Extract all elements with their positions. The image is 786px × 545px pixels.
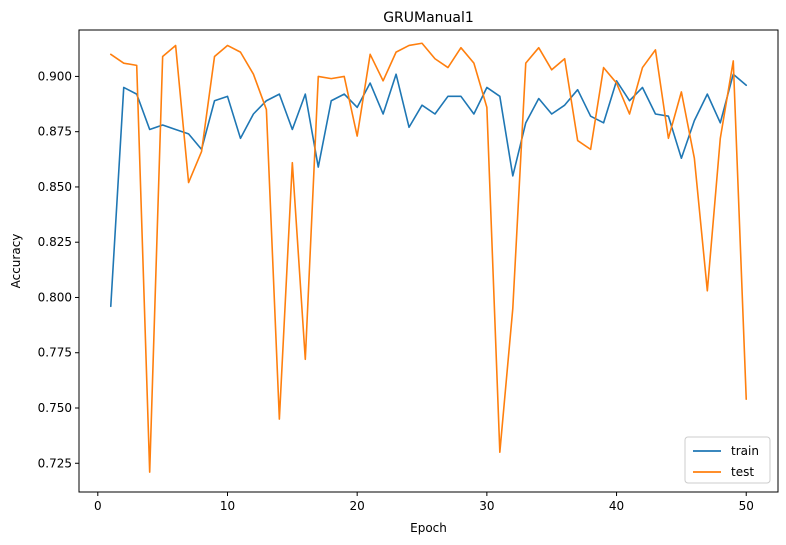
y-tick-label: 0.850 [38,180,72,194]
y-tick-label: 0.800 [38,290,72,304]
x-axis-label: Epoch [410,521,447,535]
x-tick-label: 30 [479,499,494,513]
series-line-train [109,73,748,308]
axes-frame [78,29,779,493]
y-tick-label: 0.750 [38,401,72,415]
series-line-test [109,42,748,473]
chart-title: GRUManual1 [383,10,474,26]
y-tick-label: 0.900 [38,69,72,83]
legend-label-train: train [731,444,759,458]
y-axis-label: Accuracy [9,234,23,289]
y-axis: 0.725 0.750 0.775 0.800 0.825 0.850 0.875 0.900 [38,69,79,470]
legend: train test [684,436,771,484]
y-tick-label: 0.825 [38,235,72,249]
y-tick-label: 0.875 [38,125,72,139]
x-axis: 0 10 20 30 40 50 [94,492,754,513]
x-tick-label: 50 [739,499,754,513]
y-tick-label: 0.775 [38,346,72,360]
x-tick-label: 40 [609,499,624,513]
x-tick-label: 20 [350,499,365,513]
x-tick-label: 0 [94,499,102,513]
legend-label-test: test [731,465,754,479]
series-layer [109,42,748,473]
y-tick-label: 0.725 [38,456,72,470]
x-tick-label: 10 [220,499,235,513]
